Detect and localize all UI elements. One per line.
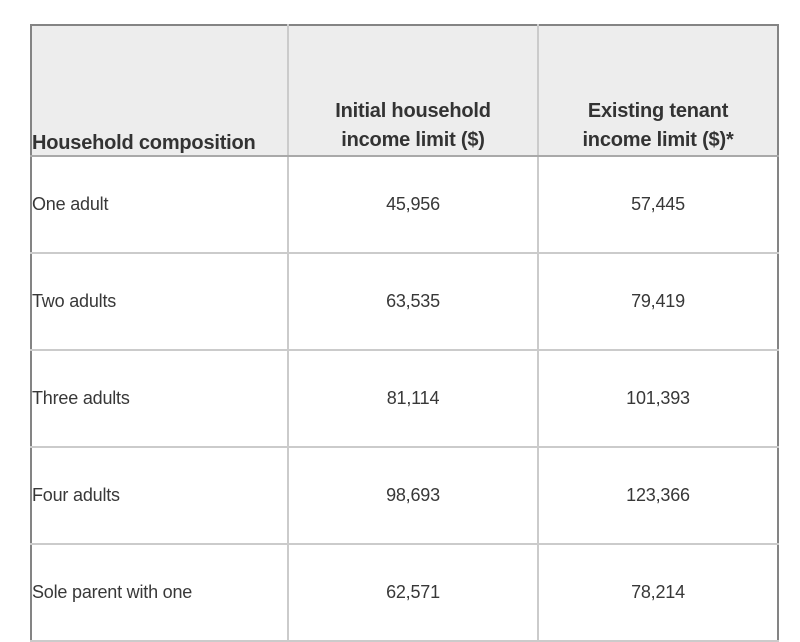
existing-income-cell: 123,366 [537, 446, 779, 545]
existing-income-cell: 79,419 [537, 252, 779, 351]
table-row: Sole parent with one 62,571 78,214 [30, 543, 779, 642]
initial-income-cell: 63,535 [287, 252, 539, 351]
header-existing-income: Existing tenant income limit ($)* [537, 24, 779, 157]
header-existing-income-label: Existing tenant income limit ($)* [582, 100, 734, 151]
header-row: Household composition Initial household … [30, 24, 779, 157]
composition-cell: Three adults [30, 349, 289, 448]
table-row: Three adults 81,114 101,393 [30, 349, 779, 448]
initial-income-cell: 81,114 [287, 349, 539, 448]
table-body: One adult 45,956 57,445 Two adults 63,53… [30, 155, 779, 642]
initial-income-cell: 45,956 [287, 155, 539, 254]
header-initial-income: Initial household income limit ($) [287, 24, 539, 157]
initial-income-cell: 98,693 [287, 446, 539, 545]
composition-cell: Two adults [30, 252, 289, 351]
initial-income-cell: 62,571 [287, 543, 539, 642]
table-row: One adult 45,956 57,445 [30, 155, 779, 254]
income-limits-table: Household composition Initial household … [30, 24, 779, 642]
existing-income-cell: 78,214 [537, 543, 779, 642]
composition-cell: Four adults [30, 446, 289, 545]
composition-cell: Sole parent with one [30, 543, 289, 642]
header-household-composition: Household composition [30, 24, 289, 157]
table-row: Two adults 63,535 79,419 [30, 252, 779, 351]
existing-income-cell: 101,393 [537, 349, 779, 448]
existing-income-cell: 57,445 [537, 155, 779, 254]
header-initial-income-label: Initial household income limit ($) [335, 100, 491, 151]
table-header: Household composition Initial household … [30, 24, 779, 157]
table-row: Four adults 98,693 123,366 [30, 446, 779, 545]
composition-cell: One adult [30, 155, 289, 254]
income-limits-table-container: Household composition Initial household … [30, 24, 779, 642]
